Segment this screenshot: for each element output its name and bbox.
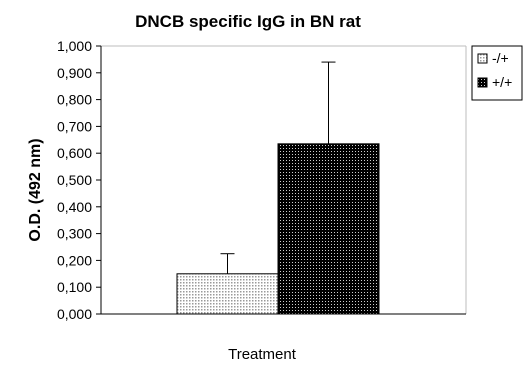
bar-1 <box>176 273 279 315</box>
y-tick-label: 0,900 <box>57 65 92 81</box>
y-tick-label: 0,300 <box>57 226 92 242</box>
chart-title: DNCB specific IgG in BN rat <box>135 12 361 31</box>
y-tick-label: 0,800 <box>57 92 92 108</box>
legend-label: -/+ <box>492 50 509 66</box>
y-tick-label: 0,100 <box>57 279 92 295</box>
y-tick-label: 1,000 <box>57 38 92 54</box>
y-tick-label: 0,400 <box>57 199 92 215</box>
y-tick-label: 0,700 <box>57 118 92 134</box>
y-tick-label: 0,600 <box>57 145 92 161</box>
legend-box <box>471 45 523 101</box>
y-tick-label: 0,500 <box>57 172 92 188</box>
bars <box>176 143 380 315</box>
error-bars <box>220 61 336 274</box>
y-tick-label: 0,200 <box>57 252 92 268</box>
legend: -/+ +/+ <box>471 45 523 101</box>
y-axis-ticks: 0,000 0,100 0,200 0,300 0,400 0,500 0,600 0,700… <box>57 38 101 322</box>
y-axis-label: O.D. (492 nm) <box>27 138 44 241</box>
x-axis-label: Treatment <box>228 346 297 363</box>
bar-2 <box>277 143 380 315</box>
legend-swatch <box>477 77 488 88</box>
y-tick-label: 0,000 <box>57 306 92 322</box>
legend-swatch <box>477 53 488 64</box>
legend-label: +/+ <box>492 74 512 90</box>
